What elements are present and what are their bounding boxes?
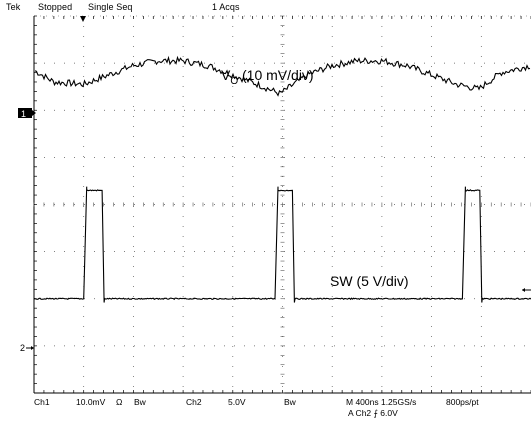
acquisition-mode: Single Seq (88, 2, 133, 12)
footer-ch1: Ch1 (34, 397, 50, 407)
footer-record: 800ps/pt (446, 397, 479, 407)
footer-ch2-bw: Bw (284, 397, 296, 407)
footer-timebase: M 400ns 1.25GS/s (346, 397, 417, 407)
footer-ch2-scale: 5.0V (228, 397, 246, 407)
sw-trace (33, 186, 531, 303)
footer-ch1-bw: Bw (134, 397, 146, 407)
ch1-marker-arrow (32, 110, 36, 116)
ch2-marker-label: 2 (20, 343, 25, 353)
footer-ch1-coupling: Ω (116, 397, 123, 407)
footer-ch2: Ch2 (186, 397, 202, 407)
ch2-marker-arrowhead (31, 346, 34, 350)
sw-annotation: SW (5 V/div) (330, 273, 409, 289)
waveform-traces (33, 55, 531, 303)
ch1-marker (18, 108, 32, 118)
brand-label: Tek (6, 2, 21, 12)
trigger-level-arrowhead (522, 288, 525, 292)
trigger-position-marker (80, 16, 86, 22)
footer-trigger: A Ch2 ⨍ 6.0V (348, 408, 398, 418)
ch1-marker-label: 1 (21, 109, 26, 119)
footer-ch1-scale: 10.0mV (76, 397, 106, 407)
channel-markers: 1 2 (18, 16, 531, 353)
acquisition-count: 1 Acqs (212, 2, 240, 12)
vo-trace (34, 55, 531, 97)
acquisition-state: Stopped (38, 2, 73, 12)
graticule (33, 15, 531, 394)
vo-annotation: VO (10 mV/div) (221, 67, 314, 87)
